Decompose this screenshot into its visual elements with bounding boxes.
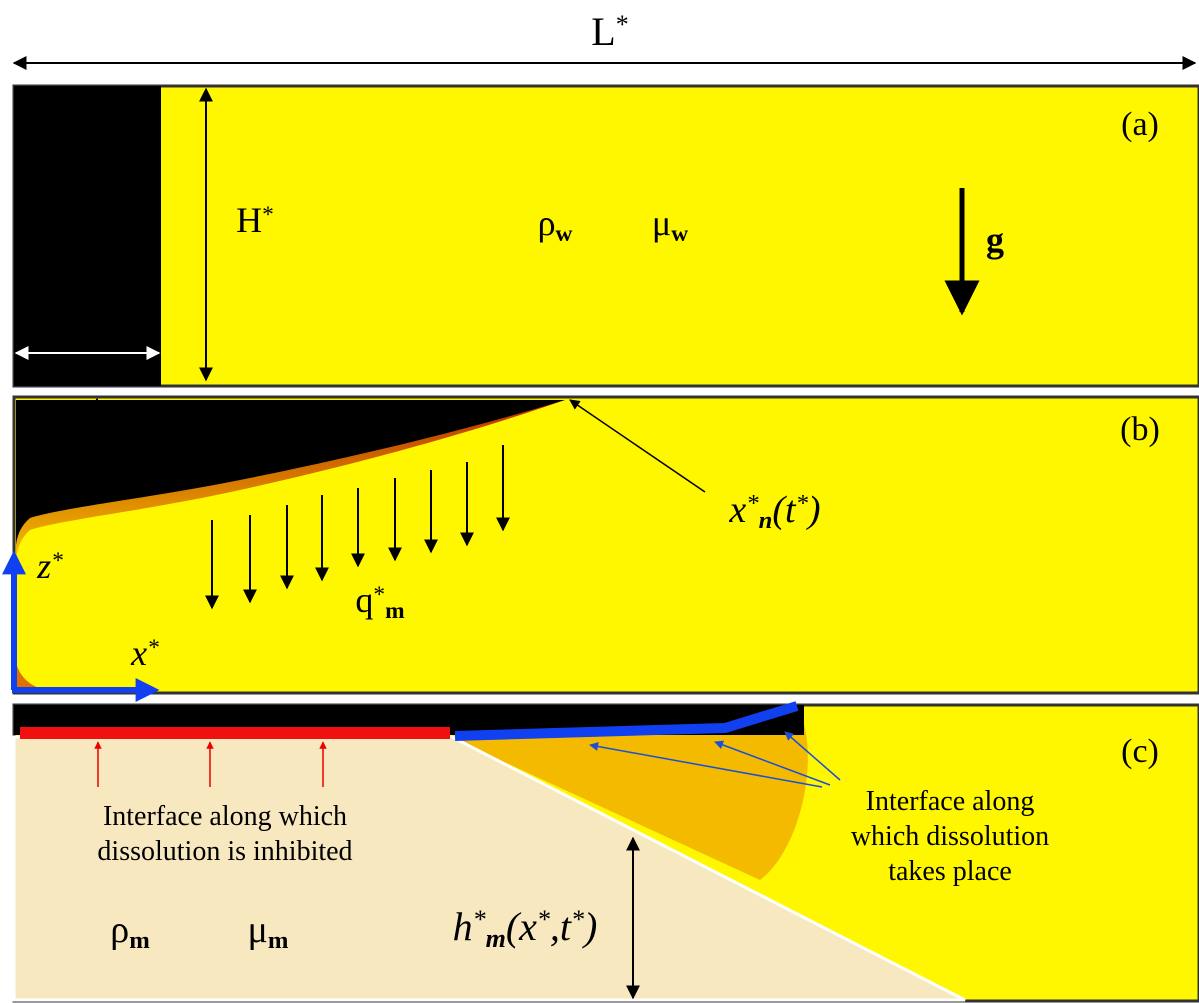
text-part: *	[147, 635, 159, 661]
text-part: *	[181, 430, 194, 457]
text-part: (c)	[1121, 733, 1159, 770]
text-part: (x	[506, 904, 537, 949]
text-part: *	[537, 905, 550, 934]
text-part: (b)	[1120, 411, 1160, 448]
text-part: z	[36, 546, 51, 586]
text-part: ,t	[193, 429, 215, 471]
text-part: )	[806, 489, 821, 531]
label-c: (c)	[1121, 733, 1159, 770]
text-part: *	[262, 202, 274, 228]
text-part: H	[236, 200, 262, 240]
total-length: L*	[591, 9, 628, 54]
text-part: *	[616, 10, 629, 39]
text-line: which dissolution	[851, 821, 1049, 852]
text-part: m	[486, 924, 506, 953]
text-part: *	[571, 905, 584, 934]
panel-a	[14, 86, 1199, 386]
text-part: *	[746, 490, 759, 517]
text-part: m	[385, 598, 405, 624]
text-part: *	[796, 490, 809, 517]
text-part: m	[129, 927, 150, 954]
text-part: w	[556, 221, 573, 247]
text-part: g	[986, 220, 1004, 260]
text-line: Interface along	[866, 786, 1035, 817]
text-line: takes place	[888, 856, 1012, 887]
text-part: ρ	[73, 106, 92, 146]
text-part: )	[582, 904, 597, 949]
gravity: g	[986, 220, 1004, 260]
text-part: ,t	[550, 904, 572, 949]
ambient-fluid	[14, 86, 1199, 386]
text-part: c	[93, 176, 103, 202]
text-part: h	[453, 904, 473, 949]
text-part: *	[139, 430, 152, 457]
text-part: h	[120, 429, 139, 471]
text-part: q	[355, 580, 373, 620]
text-part: L	[591, 9, 615, 54]
label-b: (b)	[1120, 411, 1160, 448]
text-part: m	[268, 927, 289, 954]
text-part: *	[87, 298, 99, 324]
text-line: dissolution is inhibited	[97, 836, 352, 867]
text-part: *	[51, 548, 63, 574]
text-part: *	[373, 582, 385, 608]
text-part: L	[65, 296, 87, 336]
text-part: (x	[151, 429, 181, 471]
text-part: μ	[652, 203, 671, 243]
text-part: x	[728, 489, 746, 531]
text-part: x	[130, 633, 147, 673]
text-part: (a)	[1121, 106, 1159, 143]
text-part: 0	[99, 314, 111, 340]
text-line: Interface along which	[103, 801, 347, 832]
text-part: μ	[248, 909, 268, 951]
text-part: c	[92, 124, 102, 150]
label-a: (a)	[1121, 106, 1159, 143]
text-part: ρ	[110, 909, 129, 951]
text-part: w	[671, 221, 688, 247]
text-part: n	[759, 507, 773, 534]
figure: L*(a)ρcμcL*0H*ρwμwg(b)h*(x*,t*)x*n(t*)z*…	[0, 0, 1199, 1003]
text-part: ρ	[538, 203, 556, 243]
text-part: *	[213, 430, 226, 457]
text-part: *	[473, 905, 486, 934]
text-part: μ	[73, 158, 93, 198]
text-part: )	[224, 429, 239, 471]
text-part: (t	[772, 489, 797, 531]
